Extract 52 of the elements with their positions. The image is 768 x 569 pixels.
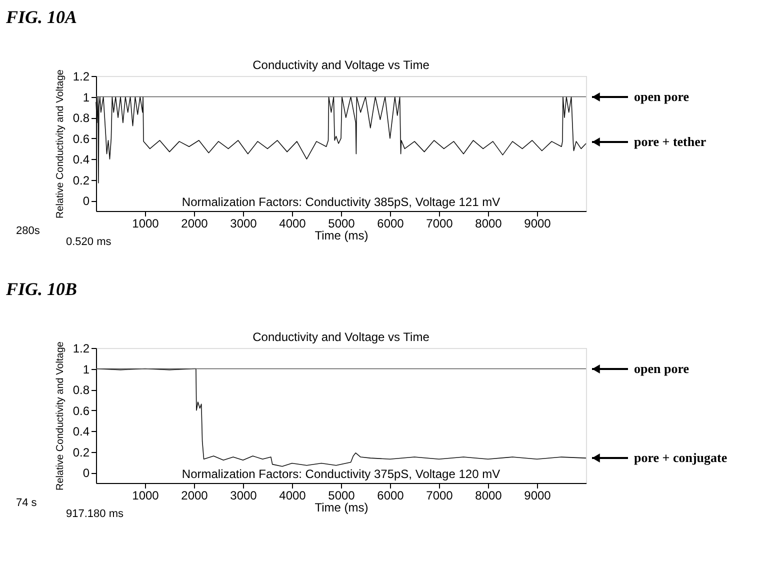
annotation: Normalization Factors: Conductivity 375pS, Voltage 120 mV <box>182 467 500 481</box>
y-tick-label: 0.4 <box>72 152 90 167</box>
x-tick-label: 6000 <box>377 488 404 502</box>
y-tick-label: 1.2 <box>72 70 90 84</box>
x-tick-label: 5000 <box>328 488 356 502</box>
line-series <box>96 96 586 184</box>
x-tick-label: 3000 <box>230 488 258 502</box>
text: pore + conjugate <box>634 450 728 465</box>
x-tick-label: 7000 <box>426 216 454 230</box>
y-tick-label: 1.2 <box>72 342 90 356</box>
text: 0.520 ms <box>66 236 112 248</box>
y-tick-label: 0.6 <box>72 132 90 146</box>
chart-title: Conductivity and Voltage vs Time <box>252 58 430 72</box>
x-tick-label: 5000 <box>328 216 356 230</box>
x-tick-label: 4000 <box>279 216 306 230</box>
y-tick-label: 0.4 <box>72 424 90 439</box>
caption: FIG. 10B <box>5 279 78 299</box>
x-tick-label: 4000 <box>279 488 306 502</box>
x-tick-label: 1000 <box>132 216 160 230</box>
x-axis-title: Time (ms) <box>314 500 368 514</box>
text: 74 s <box>16 497 38 509</box>
line-series <box>96 368 586 467</box>
text: 280s <box>16 225 40 237</box>
chart-title: Conductivity and Voltage vs Time <box>252 330 430 344</box>
y-tick-label: 0.6 <box>72 404 90 418</box>
y-axis-title: Relative Conductivity and Voltage <box>54 341 66 490</box>
x-tick-label: 8000 <box>475 216 502 230</box>
text: pore + tether <box>634 134 706 149</box>
text: 917.180 ms <box>66 508 124 520</box>
y-tick-label: 1 <box>82 90 90 104</box>
y-axis-title: Relative Conductivity and Voltage <box>54 69 66 218</box>
y-tick-label: 0.8 <box>72 383 90 398</box>
y-tick-label: 0.8 <box>72 111 90 126</box>
x-tick-label: 1000 <box>132 488 160 502</box>
y-tick-label: 0 <box>82 466 90 480</box>
y-tick-label: 1 <box>82 362 90 376</box>
text: open pore <box>634 361 690 376</box>
text: open pore <box>634 89 690 104</box>
x-tick-label: 2000 <box>181 216 208 230</box>
x-tick-label: 3000 <box>230 216 258 230</box>
annotation: Normalization Factors: Conductivity 385pS, Voltage 121 mV <box>182 195 500 209</box>
y-tick-label: 0.2 <box>72 445 90 460</box>
y-tick-label: 0.2 <box>72 173 90 188</box>
x-axis-title: Time (ms) <box>314 228 368 242</box>
x-tick-label: 8000 <box>475 488 502 502</box>
x-tick-label: 9000 <box>524 488 552 502</box>
x-tick-label: 7000 <box>426 488 454 502</box>
x-tick-label: 9000 <box>524 216 552 230</box>
x-tick-label: 2000 <box>181 488 208 502</box>
x-tick-label: 6000 <box>377 216 404 230</box>
caption: FIG. 10A <box>5 7 78 27</box>
y-tick-label: 0 <box>82 194 90 208</box>
